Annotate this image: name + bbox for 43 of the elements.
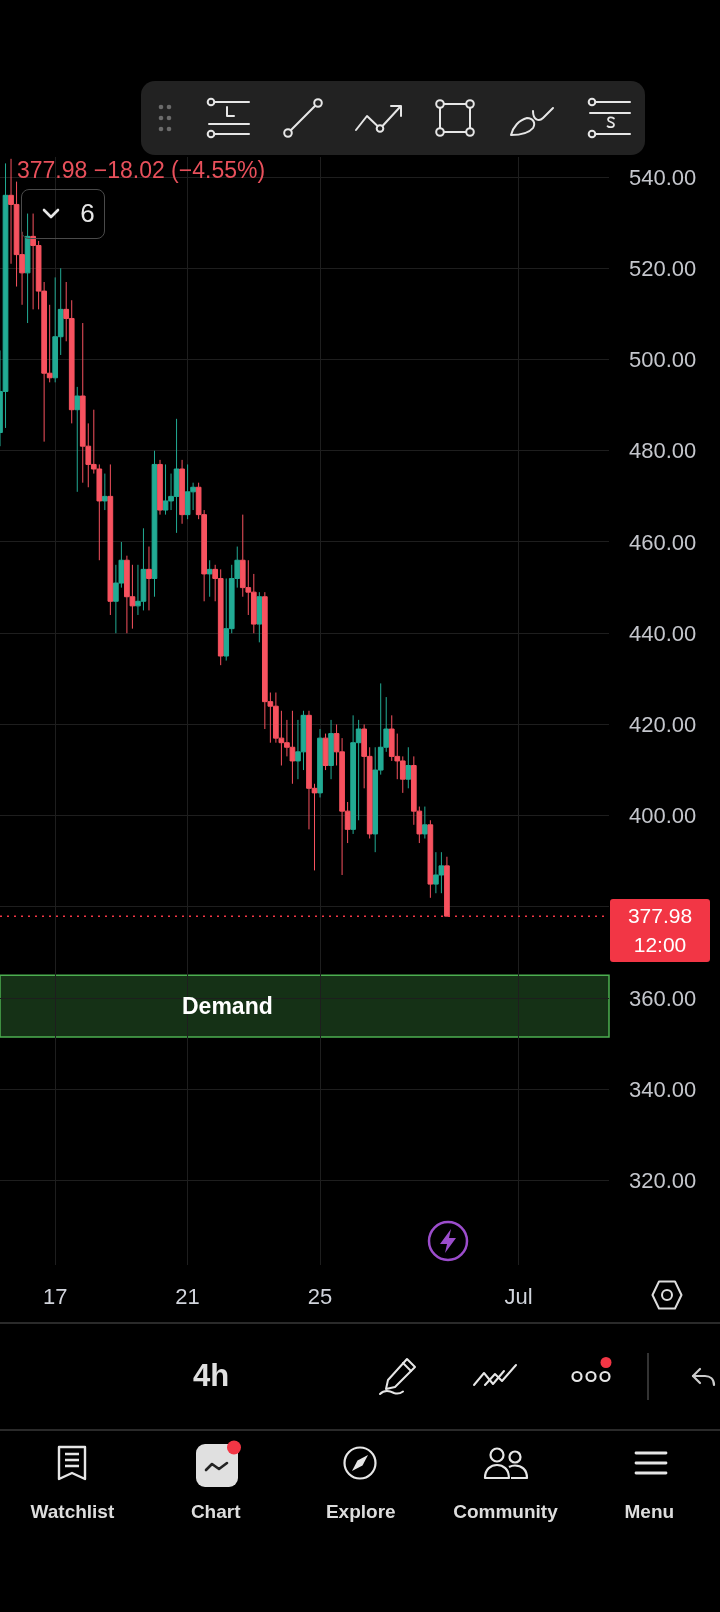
x-tick-label: Jul <box>504 1284 533 1309</box>
y-tick-label: 540.00 <box>629 164 697 190</box>
candlestick <box>101 473 108 511</box>
text: Community <box>453 1500 558 1523</box>
candlestick <box>24 213 31 324</box>
y-tick-label: 360.00 <box>629 985 697 1011</box>
candlestick <box>317 728 323 798</box>
candlestick <box>328 719 334 780</box>
y-tick-label: 400.00 <box>629 803 697 829</box>
candlestick <box>206 559 213 598</box>
band-label: Demand <box>182 993 273 1019</box>
chart-subtitle: 377.98 −18.02 (−4.55%) <box>17 156 266 184</box>
annotation: 6 <box>80 197 95 229</box>
x-tick-label: 21 <box>175 1284 200 1309</box>
candlestick <box>74 386 81 493</box>
text: Watchlist <box>30 1500 115 1523</box>
candlestick <box>107 463 114 616</box>
x-tick-label: 17 <box>42 1284 68 1309</box>
y-tick-label: 320.00 <box>629 1168 697 1194</box>
candlestick <box>151 450 158 598</box>
candlestick <box>422 806 428 839</box>
candlestick <box>405 746 412 789</box>
text: Explore <box>325 1500 396 1523</box>
candlestick <box>256 591 263 643</box>
y-tick-label: 440.00 <box>629 620 697 646</box>
candlestick <box>322 733 329 771</box>
candlestick <box>427 819 434 899</box>
price-tag: 377.98 12:00 <box>610 899 710 963</box>
candlestick <box>157 459 163 516</box>
y-tick-label: 460.00 <box>629 529 697 555</box>
y-tick-label: 420.00 <box>629 712 697 738</box>
y-tick-label: 520.00 <box>629 256 697 281</box>
x-tick-label: 25 <box>307 1284 333 1309</box>
y-tick-label: 480.00 <box>629 438 697 464</box>
y-tick-label: 500.00 <box>629 347 697 373</box>
candlestick <box>179 459 185 525</box>
text: Menu <box>624 1500 675 1523</box>
text: 4h <box>192 1358 230 1394</box>
ref-line-label: 377.98 <box>626 903 694 930</box>
candlestick <box>444 856 450 917</box>
text: Chart <box>190 1500 241 1523</box>
candlestick <box>146 546 152 611</box>
y-tick-label: 340.00 <box>629 1077 697 1103</box>
